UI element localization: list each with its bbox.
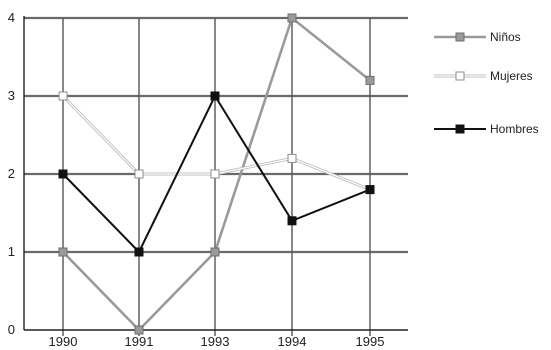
data-point <box>58 169 68 179</box>
legend-item: Niños <box>434 30 521 44</box>
data-point <box>210 91 220 101</box>
legend-label: Hombres <box>490 122 539 136</box>
axes <box>23 16 408 331</box>
legend-label: Mujeres <box>490 69 533 83</box>
x-tick-labels: 1990 1991 1993 1994 1995 <box>49 334 385 349</box>
data-point <box>287 13 297 23</box>
x-tick-label: 1993 <box>201 334 230 349</box>
legend-marker <box>455 32 465 42</box>
y-tick-label: 1 <box>8 244 15 259</box>
series-2 <box>58 91 375 257</box>
y-tick-label: 4 <box>8 10 15 25</box>
legend-marker <box>455 71 465 81</box>
data-point <box>210 247 220 257</box>
data-point <box>58 91 68 101</box>
x-tick-label: 1994 <box>278 334 307 349</box>
x-tick-label: 1990 <box>49 334 78 349</box>
y-tick-label: 0 <box>8 322 15 337</box>
y-tick-label: 2 <box>8 166 15 181</box>
data-point <box>210 169 220 179</box>
legend: Niños Mujeres Hombres <box>434 30 539 136</box>
series-group <box>58 13 375 335</box>
x-tick-label: 1991 <box>125 334 154 349</box>
data-point <box>134 247 144 257</box>
x-tick-label: 1995 <box>356 334 385 349</box>
legend-marker <box>455 124 465 134</box>
data-point <box>365 185 375 195</box>
data-point <box>287 153 297 163</box>
data-point <box>58 247 68 257</box>
data-point <box>134 325 144 335</box>
y-tick-label: 3 <box>8 88 15 103</box>
legend-item: Mujeres <box>434 69 533 83</box>
data-point <box>287 216 297 226</box>
data-point <box>134 169 144 179</box>
legend-label: Niños <box>490 30 521 44</box>
series-1 <box>58 91 375 195</box>
series-0 <box>58 13 375 335</box>
y-tick-labels: 0 1 2 3 4 <box>8 10 15 337</box>
legend-item: Hombres <box>434 122 539 136</box>
data-point <box>365 75 375 85</box>
